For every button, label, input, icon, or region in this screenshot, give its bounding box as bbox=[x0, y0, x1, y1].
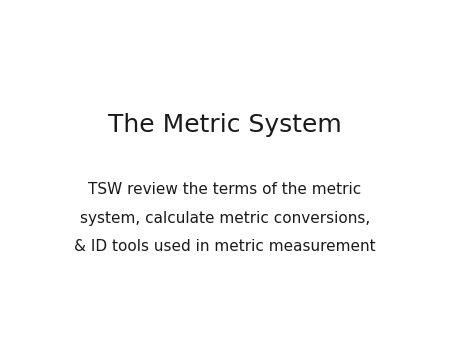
Text: system, calculate metric conversions,: system, calculate metric conversions, bbox=[80, 211, 370, 225]
Text: The Metric System: The Metric System bbox=[108, 113, 342, 137]
Text: TSW review the terms of the metric: TSW review the terms of the metric bbox=[88, 182, 362, 197]
Text: & ID tools used in metric measurement: & ID tools used in metric measurement bbox=[74, 239, 376, 254]
